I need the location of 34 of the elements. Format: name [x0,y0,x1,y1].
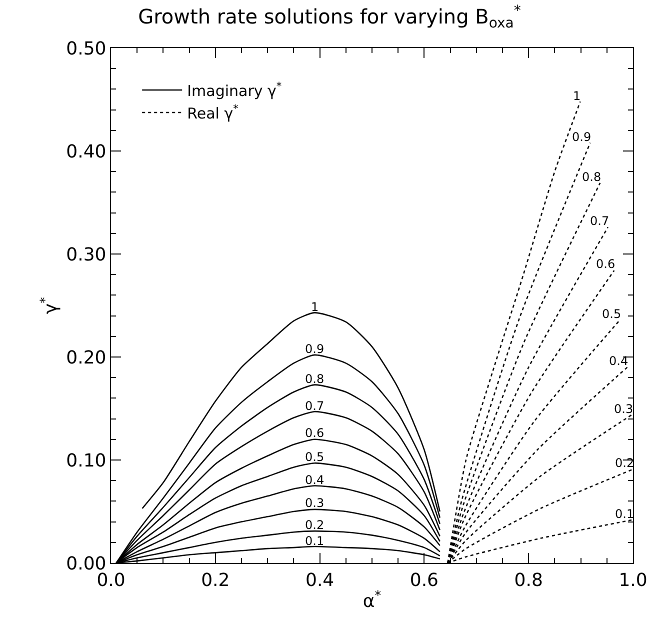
x-tick-label: 0.2 [201,570,230,591]
annotation: 0.9 [572,130,592,144]
annotation: 0.2 [615,456,634,470]
annotation: 0.1 [615,507,634,521]
annotation: 0.8 [582,170,602,184]
annotation: 1 [311,300,319,314]
y-tick-label: 0.30 [66,244,106,266]
annotation: 0.7 [305,399,324,413]
annotation: 0.9 [305,342,324,356]
annotation: 0.5 [305,450,324,464]
x-axis-title: α$^{*}$ [362,587,382,612]
legend-label: Real γ$^{*}$ [187,103,238,122]
annotation: 0.1 [305,534,324,548]
x-tick-label: 0.4 [305,570,334,591]
annotation: 0.6 [596,257,616,271]
annotation: 0.7 [590,214,610,228]
y-tick-label: 0.20 [66,347,106,368]
x-tick-label: 1.0 [618,570,648,591]
annotation: 0.4 [609,354,628,368]
x-tick-label: 0.8 [514,570,543,591]
legend-label: Imaginary γ$^{*}$ [187,80,282,100]
annotation: 0.8 [305,372,324,386]
annotation: 0.3 [614,402,634,416]
y-tick-label: 0.50 [66,38,106,60]
x-tick-label: 0.0 [96,570,126,591]
annotation: 0.4 [305,473,324,487]
annotation: 0.2 [305,518,324,532]
annotation: 0.3 [305,496,324,510]
y-tick-label: 0.10 [66,450,106,472]
x-tick-label: 0.6 [410,570,439,591]
y-tick-label: 0.40 [66,141,106,162]
annotation: 0.6 [305,426,324,440]
annotation: 0.5 [602,307,622,321]
annotation: 1 [573,89,581,103]
